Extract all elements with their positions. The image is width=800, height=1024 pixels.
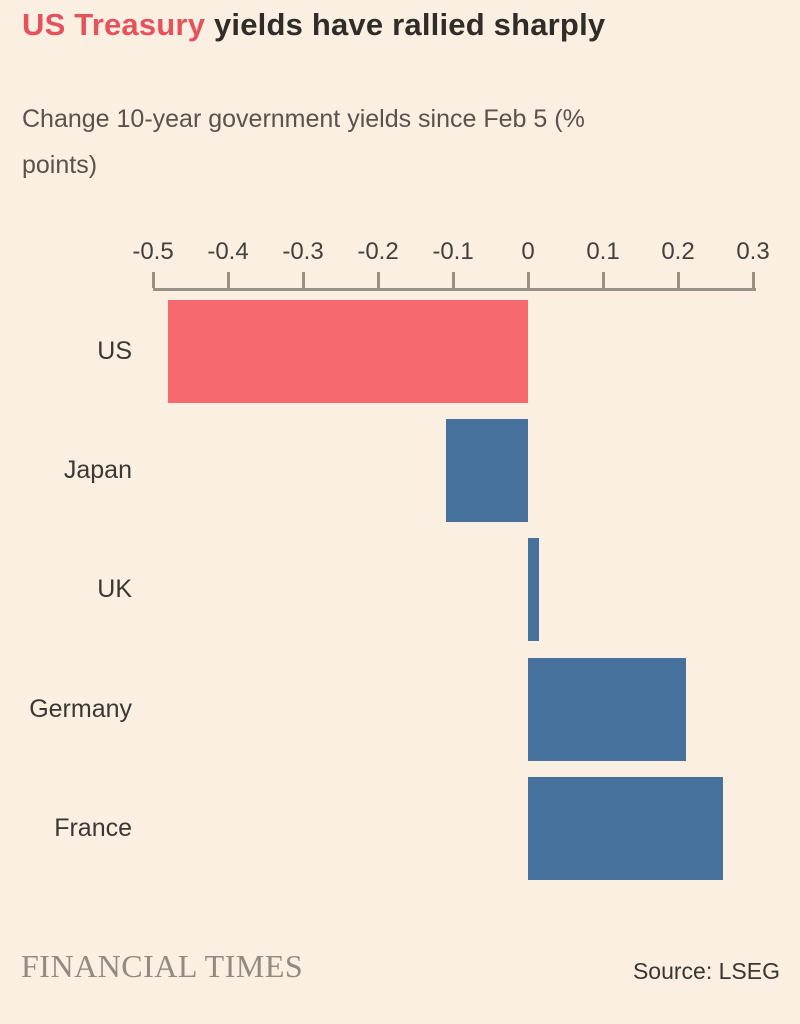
x-axis-tick (602, 272, 605, 288)
category-label-uk: UK (97, 575, 132, 603)
bar-germany (528, 658, 686, 761)
x-axis-tick (452, 272, 455, 288)
title-highlight: US Treasury (22, 7, 206, 42)
x-axis-tick-label: -0.2 (357, 238, 399, 265)
x-axis-tick-label: -0.5 (132, 238, 174, 265)
chart-area: -0.5 -0.4 -0.3 -0.2 -0.1 0 0.1 0.2 0.3 US Japan UK G… (29, 238, 770, 880)
chart-subtitle: Change 10-year government yields since F… (22, 105, 585, 180)
x-axis-tick (152, 272, 155, 288)
x-axis-tick (302, 272, 305, 288)
title-rest: yields have rallied sharply (205, 7, 606, 42)
ft-logo: FINANCIAL TIMES (21, 948, 304, 984)
bar-france (528, 777, 723, 880)
category-label-us: US (97, 337, 132, 365)
category-label-france: France (54, 814, 132, 842)
x-axis-tick-label: 0 (521, 238, 535, 265)
category-label-germany: Germany (29, 695, 132, 723)
x-axis-tick (527, 272, 530, 288)
x-axis-tick-label: 0.1 (586, 238, 620, 265)
bar-uk (528, 538, 540, 641)
bar-japan (445, 419, 528, 522)
x-axis-tick (227, 272, 230, 288)
x-axis-tick (677, 272, 680, 288)
category-label-japan: Japan (63, 456, 132, 484)
chart-title: US Treasury yields have rallied sharply (22, 6, 782, 45)
bar-us (168, 300, 528, 403)
x-axis-tick-label: 0.3 (736, 238, 770, 265)
x-axis-line (153, 288, 756, 291)
x-axis-tick-label: -0.3 (282, 238, 324, 265)
x-axis-tick-label: -0.4 (207, 238, 249, 265)
x-axis-tick (377, 272, 380, 288)
x-axis-tick-label: -0.1 (432, 238, 474, 265)
x-axis-tick (752, 272, 755, 288)
source-note: Source: LSEG (632, 958, 780, 984)
x-axis-tick-label: 0.2 (661, 238, 695, 265)
